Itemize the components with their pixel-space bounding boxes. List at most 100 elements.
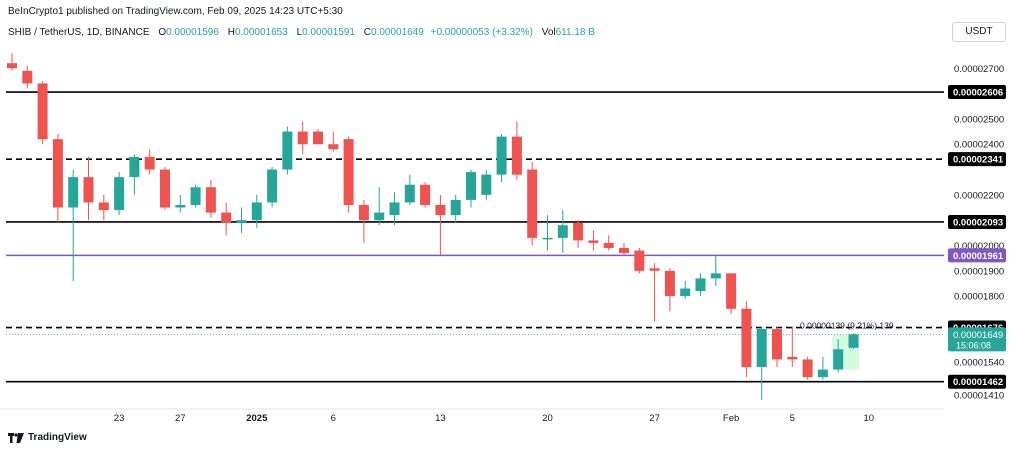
price-tick-label: 0.00002400 (954, 140, 1004, 151)
candles (7, 53, 860, 400)
current-price-label: 0.00001649 (953, 330, 1003, 341)
open-value: 0.00001596 (166, 27, 219, 38)
candle-body (297, 131, 308, 145)
time-tick-label: Feb (723, 413, 739, 424)
level-label: 0.00002606 (953, 88, 1003, 99)
candle-body (496, 136, 507, 175)
candle-body (787, 356, 798, 360)
level-label-bg (948, 85, 1006, 100)
open-label: O (158, 27, 167, 38)
countdown-label: 15:06:08 (956, 340, 991, 350)
candle-body (817, 369, 828, 378)
candle-body (37, 83, 48, 140)
candle-body (680, 288, 691, 297)
candle-body (389, 202, 400, 216)
candle-body (358, 204, 369, 221)
candle-body (772, 329, 782, 360)
high-value: 0.00001653 (234, 27, 288, 38)
level-label-bg (948, 214, 1006, 229)
time-tick-label: 2025 (246, 413, 268, 424)
time-tick-label: 27 (175, 413, 186, 424)
candle-body (98, 202, 109, 211)
price-axis-bg (944, 44, 1024, 414)
time-tick-label: 10 (864, 413, 875, 424)
low-value: 0.00001591 (302, 27, 355, 38)
level-label: 0.00002093 (953, 217, 1003, 228)
symbol-name[interactable]: SHIB / TetherUS, 1D, BINANCE (8, 27, 150, 38)
change-value: +0.00000053 (+3.32%) (430, 27, 533, 38)
candle-body (557, 225, 568, 238)
time-tick-label: 6 (331, 413, 336, 424)
candle-body (22, 70, 33, 84)
level-label: 0.00002341 (953, 155, 1004, 166)
time-tick-label: 23 (114, 413, 125, 424)
candle-body (52, 139, 63, 208)
candle-body (313, 131, 323, 145)
tradingview-brand[interactable]: TradingView (8, 432, 87, 443)
candle-body (374, 212, 385, 221)
brand-name: TradingView (28, 432, 87, 443)
current-price-bg (948, 327, 1006, 352)
candle-body (343, 139, 354, 205)
time-tick-label: 27 (649, 413, 660, 424)
candle-body (435, 204, 446, 216)
candle-body (833, 349, 844, 370)
candle-body (450, 199, 461, 216)
volume-label: Vol (541, 27, 556, 38)
candle-body (695, 278, 706, 292)
candle-body (466, 172, 476, 200)
level-label: 0.00001462 (953, 377, 1003, 388)
candle-body (236, 220, 247, 223)
candle-body (527, 169, 538, 238)
price-tick-label: 0.00001410 (954, 390, 1004, 401)
price-tick-label: 0.00001800 (954, 292, 1004, 303)
level-label: 0.00001961 (953, 251, 1004, 262)
candle-body (83, 177, 94, 203)
price-tick-label: 0.00002700 (954, 64, 1004, 75)
candle-body (251, 202, 262, 221)
tradingview-logo-icon (8, 432, 24, 443)
candle-body (741, 308, 752, 368)
currency-button[interactable]: USDT (952, 22, 1006, 42)
candle-body (221, 212, 232, 223)
candle-body (726, 273, 737, 309)
price-tick-label: 0.00001540 (954, 357, 1004, 368)
candle-body (603, 242, 614, 249)
level-label-bg (948, 248, 1006, 263)
time-tick-label: 20 (542, 413, 553, 424)
candle-body (267, 169, 278, 203)
candle-body (282, 131, 293, 170)
volume-value: 611.18 B (555, 27, 595, 38)
candle-body (710, 273, 721, 279)
candle-body (328, 144, 339, 150)
candle-body (588, 240, 599, 243)
candle-body (7, 63, 17, 69)
candle-body (190, 187, 201, 205)
candle-body (205, 187, 216, 213)
close-value: 0.00001649 (371, 27, 424, 38)
candle-body (802, 359, 813, 378)
candle-body (404, 184, 415, 203)
level-lines (6, 91, 944, 383)
published-caption: BeInCrypto1 published on TradingView.com… (8, 6, 343, 17)
price-tick-label: 0.00002500 (954, 114, 1004, 125)
price-tick-label: 0.00002200 (954, 190, 1004, 201)
measure-tool: 0.00000139 (9.21%) 139 (800, 320, 894, 330)
symbol-legend: SHIB / TetherUS, 1D, BINANCE O0.00001596… (8, 27, 595, 38)
candle-body (511, 136, 522, 175)
high-label: H (227, 27, 235, 38)
measure-label: 0.00000139 (9.21%) 139 (800, 320, 894, 330)
time-axis[interactable]: 23 27 2025 6 13 20 27 Feb 5 10 (0, 408, 944, 424)
candle-body (848, 334, 859, 348)
price-axis[interactable]: 0.00002700 0.00002500 0.00002400 0.00002200… (944, 44, 1024, 414)
candle-body (160, 169, 170, 208)
candle-body (649, 268, 660, 271)
close-label: C (363, 27, 371, 38)
candle-body (542, 237, 553, 240)
level-label-bg (948, 374, 1006, 389)
candle-body (144, 156, 155, 170)
candle-body (175, 204, 186, 208)
low-label: L (296, 27, 303, 38)
candle-body (619, 248, 629, 254)
